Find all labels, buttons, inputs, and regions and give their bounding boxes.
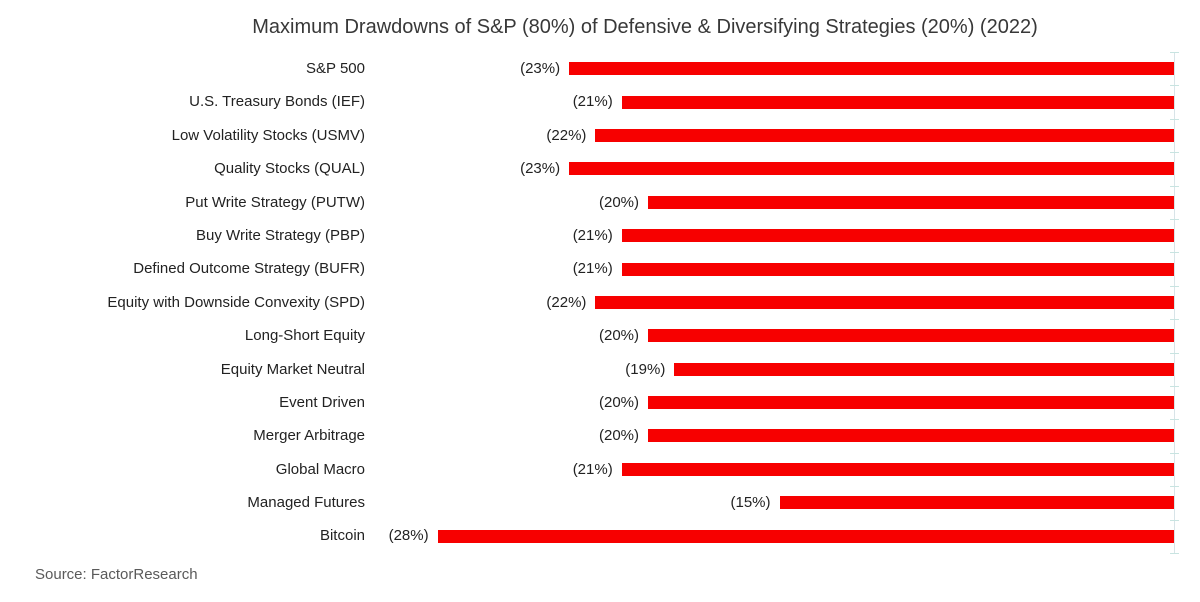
row-plot-segment: (21%) [365,453,1200,486]
chart-row: Put Write Strategy (PUTW) (20%) [0,186,1200,219]
drawdown-bar [621,229,1174,243]
chart-row: Managed Futures (15%) [0,486,1200,519]
chart-row: Global Macro (21%) [0,453,1200,486]
value-label: (23%) [520,160,561,178]
axis-tick [1170,85,1179,87]
value-label: (21%) [572,93,613,111]
category-label: U.S. Treasury Bonds (IEF) [189,93,365,111]
row-plot-segment: (20%) [365,319,1200,352]
row-plot-segment: (19%) [365,353,1200,386]
chart-row: Quality Stocks (QUAL) (23%) [0,152,1200,185]
chart-row: Bitcoin (28%) [0,519,1200,552]
chart-row: S&P 500 (23%) [0,52,1200,85]
row-plot-segment: (20%) [365,419,1200,452]
axis-tick [1170,118,1179,120]
chart-title: Maximum Drawdowns of S&P (80%) of Defens… [252,16,1038,38]
row-plot-segment: (22%) [365,119,1200,152]
category-label: Merger Arbitrage [253,427,365,445]
axis-tick [1170,52,1179,53]
category-label: Buy Write Strategy (PBP) [196,226,365,244]
chart-row: Equity Market Neutral (19%) [0,353,1200,386]
category-label: Equity Market Neutral [220,360,365,378]
plot-area: S&P 500 (23%) U.S. Treasury Bonds (IEF) … [0,52,1200,553]
drawdown-bar [674,362,1174,376]
value-label: (28%) [388,527,429,545]
row-plot-segment: (15%) [365,486,1200,519]
category-label: Managed Futures [247,494,365,512]
row-plot-segment: (28%) [365,519,1200,552]
drawdown-bar [437,529,1174,543]
drawdown-bar [595,295,1174,309]
value-label: (19%) [625,360,666,378]
chart-row: Merger Arbitrage (20%) [0,419,1200,452]
category-label: Long-Short Equity [244,327,365,345]
row-plot-segment: (21%) [365,85,1200,118]
category-label: Equity with Downside Convexity (SPD) [107,293,365,311]
value-label: (21%) [572,226,613,244]
row-plot-segment: (22%) [365,286,1200,319]
axis-tick [1170,152,1179,154]
chart-row: Defined Outcome Strategy (BUFR) (21%) [0,252,1200,285]
drawdown-bar [569,162,1174,176]
value-label: (20%) [598,193,639,211]
value-label: (20%) [598,427,639,445]
chart-row: Low Volatility Stocks (USMV) (22%) [0,119,1200,152]
axis-tick [1170,519,1179,521]
axis-tick [1170,285,1179,287]
value-label: (23%) [520,60,561,77]
axis-tick [1170,219,1179,220]
row-plot-segment: (23%) [365,152,1200,185]
category-label: Put Write Strategy (PUTW) [185,193,365,211]
row-plot-segment: (23%) [365,52,1200,85]
row-plot-segment: (21%) [365,219,1200,252]
drawdown-bar [779,496,1174,510]
axis-tick [1170,486,1179,488]
axis-tick [1170,185,1179,187]
category-label: Quality Stocks (QUAL) [214,160,365,178]
category-label: Global Macro [275,460,365,478]
chart-row: Equity with Downside Convexity (SPD) (22… [0,286,1200,319]
value-label: (20%) [598,393,639,411]
drawdown-bar [648,195,1174,209]
value-axis-line [1174,52,1175,553]
category-label: Defined Outcome Strategy (BUFR) [133,260,365,278]
drawdown-bar [621,95,1174,109]
drawdown-bar [621,462,1174,476]
row-plot-segment: (20%) [365,386,1200,419]
axis-tick [1170,386,1179,387]
value-label: (21%) [572,460,613,478]
value-label: (20%) [598,327,639,345]
category-label: Bitcoin [319,527,365,545]
drawdown-bar [621,262,1174,276]
drawdown-bar [595,128,1174,142]
source-note: Source: FactorResearch [35,566,198,583]
axis-tick [1170,352,1179,354]
value-label: (22%) [546,293,587,311]
category-label: S&P 500 [306,60,365,77]
axis-tick [1170,452,1179,454]
value-label: (15%) [730,494,771,512]
value-label: (21%) [572,260,613,278]
axis-tick [1170,419,1179,421]
drawdown-bar [569,62,1174,76]
category-label: Low Volatility Stocks (USMV) [171,126,365,144]
axis-tick [1170,553,1179,554]
chart-row: Event Driven (20%) [0,386,1200,419]
value-label: (22%) [546,126,587,144]
drawdown-bar [648,396,1174,410]
row-plot-segment: (20%) [365,186,1200,219]
chart-row: Buy Write Strategy (PBP) (21%) [0,219,1200,252]
row-plot-segment: (21%) [365,252,1200,285]
axis-tick [1170,252,1179,254]
axis-tick [1170,319,1179,321]
category-label: Event Driven [279,393,365,411]
chart-row: Long-Short Equity (20%) [0,319,1200,352]
chart-row: U.S. Treasury Bonds (IEF) (21%) [0,85,1200,118]
drawdown-bar [648,329,1174,343]
drawdown-bar [648,429,1174,443]
